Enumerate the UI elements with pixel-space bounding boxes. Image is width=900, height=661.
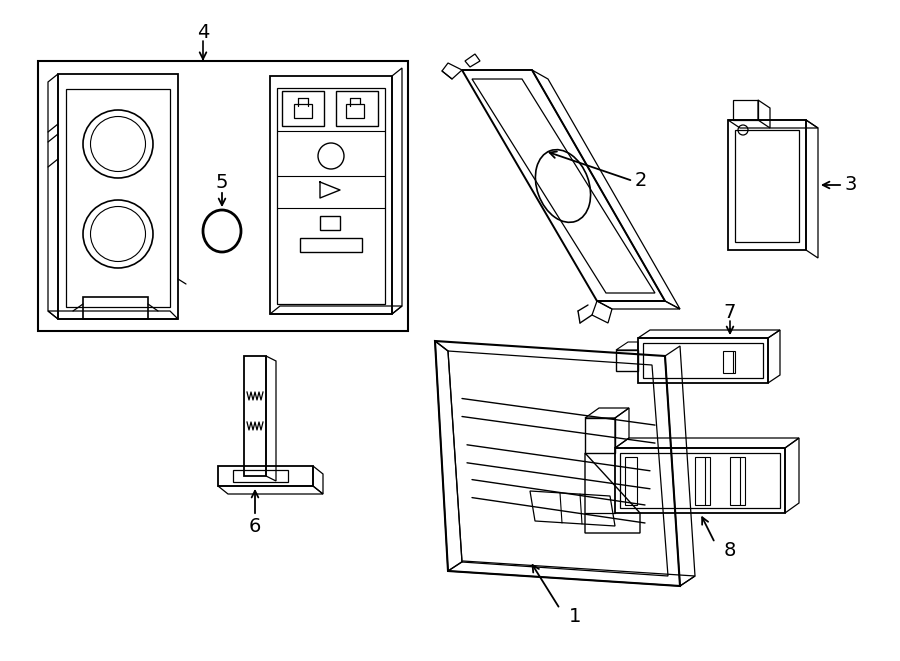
Bar — [300, 238, 362, 252]
Bar — [320, 216, 340, 230]
Bar — [723, 351, 735, 373]
Bar — [643, 343, 763, 378]
Bar — [38, 61, 408, 331]
Text: 7: 7 — [724, 303, 736, 323]
Text: 2: 2 — [635, 171, 647, 190]
Bar — [695, 457, 710, 505]
Bar — [735, 130, 799, 242]
Text: 8: 8 — [724, 541, 736, 561]
Bar — [294, 104, 312, 118]
Text: 5: 5 — [216, 173, 229, 192]
Text: 6: 6 — [248, 516, 261, 535]
Bar — [336, 91, 378, 126]
Text: 4: 4 — [197, 24, 209, 42]
Bar — [620, 453, 780, 508]
Bar — [730, 457, 745, 505]
Text: 1: 1 — [569, 607, 581, 625]
Bar — [233, 470, 288, 482]
Bar — [83, 297, 148, 319]
Bar — [346, 104, 364, 118]
Bar — [625, 457, 637, 505]
Text: 3: 3 — [845, 176, 858, 194]
Bar — [282, 91, 324, 126]
